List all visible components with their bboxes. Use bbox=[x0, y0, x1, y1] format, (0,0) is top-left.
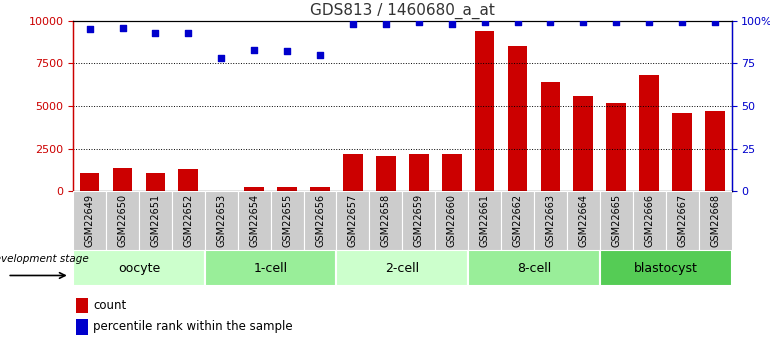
Point bbox=[511, 20, 524, 25]
Text: 8-cell: 8-cell bbox=[517, 262, 551, 275]
Point bbox=[215, 56, 227, 61]
Point bbox=[248, 47, 260, 52]
Bar bbox=[600, 191, 633, 250]
Bar bbox=[112, 168, 132, 191]
Text: GSM22660: GSM22660 bbox=[447, 194, 457, 247]
Bar bbox=[639, 75, 659, 191]
Point bbox=[380, 21, 392, 27]
Bar bbox=[376, 156, 396, 191]
Point bbox=[182, 30, 195, 36]
Text: GSM22649: GSM22649 bbox=[85, 194, 95, 247]
Bar bbox=[672, 113, 692, 191]
Bar bbox=[76, 298, 89, 313]
Text: GSM22665: GSM22665 bbox=[611, 194, 621, 247]
Bar bbox=[507, 46, 527, 191]
Text: 2-cell: 2-cell bbox=[385, 262, 420, 275]
Bar bbox=[80, 173, 99, 191]
Bar bbox=[665, 191, 698, 250]
Bar bbox=[172, 191, 205, 250]
Point bbox=[149, 30, 162, 36]
Bar bbox=[600, 250, 732, 286]
Point bbox=[544, 20, 557, 25]
Text: GSM22656: GSM22656 bbox=[315, 194, 325, 247]
Text: GSM22652: GSM22652 bbox=[183, 194, 193, 247]
Bar bbox=[534, 191, 567, 250]
Bar bbox=[633, 191, 665, 250]
Bar bbox=[277, 187, 297, 191]
Bar bbox=[238, 191, 271, 250]
Point bbox=[709, 20, 721, 25]
Bar bbox=[442, 154, 461, 191]
Bar bbox=[271, 191, 303, 250]
Text: count: count bbox=[93, 299, 126, 312]
Text: GSM22664: GSM22664 bbox=[578, 194, 588, 247]
Bar bbox=[409, 154, 429, 191]
Point bbox=[676, 20, 688, 25]
Bar bbox=[106, 191, 139, 250]
Point bbox=[281, 49, 293, 54]
Point bbox=[643, 20, 655, 25]
Point bbox=[83, 27, 95, 32]
Text: GSM22663: GSM22663 bbox=[545, 194, 555, 247]
Text: GSM22658: GSM22658 bbox=[381, 194, 391, 247]
Text: blastocyst: blastocyst bbox=[634, 262, 698, 275]
Point bbox=[346, 21, 359, 27]
Text: GSM22655: GSM22655 bbox=[282, 194, 292, 247]
Text: 1-cell: 1-cell bbox=[253, 262, 288, 275]
Text: GSM22657: GSM22657 bbox=[348, 194, 358, 247]
Bar bbox=[146, 173, 166, 191]
Bar bbox=[244, 187, 264, 191]
Bar bbox=[303, 191, 336, 250]
Bar bbox=[468, 191, 501, 250]
Text: oocyte: oocyte bbox=[118, 262, 160, 275]
Bar bbox=[73, 191, 106, 250]
Bar bbox=[370, 191, 403, 250]
Bar bbox=[501, 191, 534, 250]
Text: GSM22662: GSM22662 bbox=[513, 194, 523, 247]
Bar bbox=[310, 187, 330, 191]
Bar bbox=[336, 250, 468, 286]
Text: GSM22654: GSM22654 bbox=[249, 194, 259, 247]
Bar bbox=[403, 191, 435, 250]
Text: GSM22661: GSM22661 bbox=[480, 194, 490, 247]
Bar bbox=[343, 154, 363, 191]
Text: GSM22650: GSM22650 bbox=[118, 194, 128, 247]
Point bbox=[116, 25, 129, 30]
Bar bbox=[607, 103, 626, 191]
Bar bbox=[205, 191, 238, 250]
Bar bbox=[73, 250, 205, 286]
Bar bbox=[205, 250, 336, 286]
Text: GSM22659: GSM22659 bbox=[413, 194, 424, 247]
Title: GDS813 / 1460680_a_at: GDS813 / 1460680_a_at bbox=[310, 3, 495, 19]
Bar bbox=[468, 250, 600, 286]
Bar bbox=[541, 82, 561, 191]
Bar bbox=[435, 191, 468, 250]
Text: GSM22667: GSM22667 bbox=[677, 194, 687, 247]
Bar bbox=[179, 169, 198, 191]
Point bbox=[314, 52, 326, 58]
Point bbox=[446, 21, 458, 27]
Text: GSM22666: GSM22666 bbox=[644, 194, 654, 247]
Point bbox=[413, 20, 425, 25]
Bar bbox=[336, 191, 370, 250]
Bar bbox=[574, 96, 593, 191]
Text: GSM22653: GSM22653 bbox=[216, 194, 226, 247]
Bar bbox=[76, 319, 89, 335]
Bar bbox=[705, 111, 725, 191]
Bar bbox=[567, 191, 600, 250]
Bar bbox=[475, 31, 494, 191]
Bar bbox=[139, 191, 172, 250]
Text: GSM22668: GSM22668 bbox=[710, 194, 720, 247]
Point bbox=[610, 20, 622, 25]
Point bbox=[478, 20, 490, 25]
Text: development stage: development stage bbox=[0, 254, 89, 264]
Text: GSM22651: GSM22651 bbox=[150, 194, 160, 247]
Bar bbox=[698, 191, 731, 250]
Text: percentile rank within the sample: percentile rank within the sample bbox=[93, 321, 293, 333]
Point bbox=[578, 20, 590, 25]
